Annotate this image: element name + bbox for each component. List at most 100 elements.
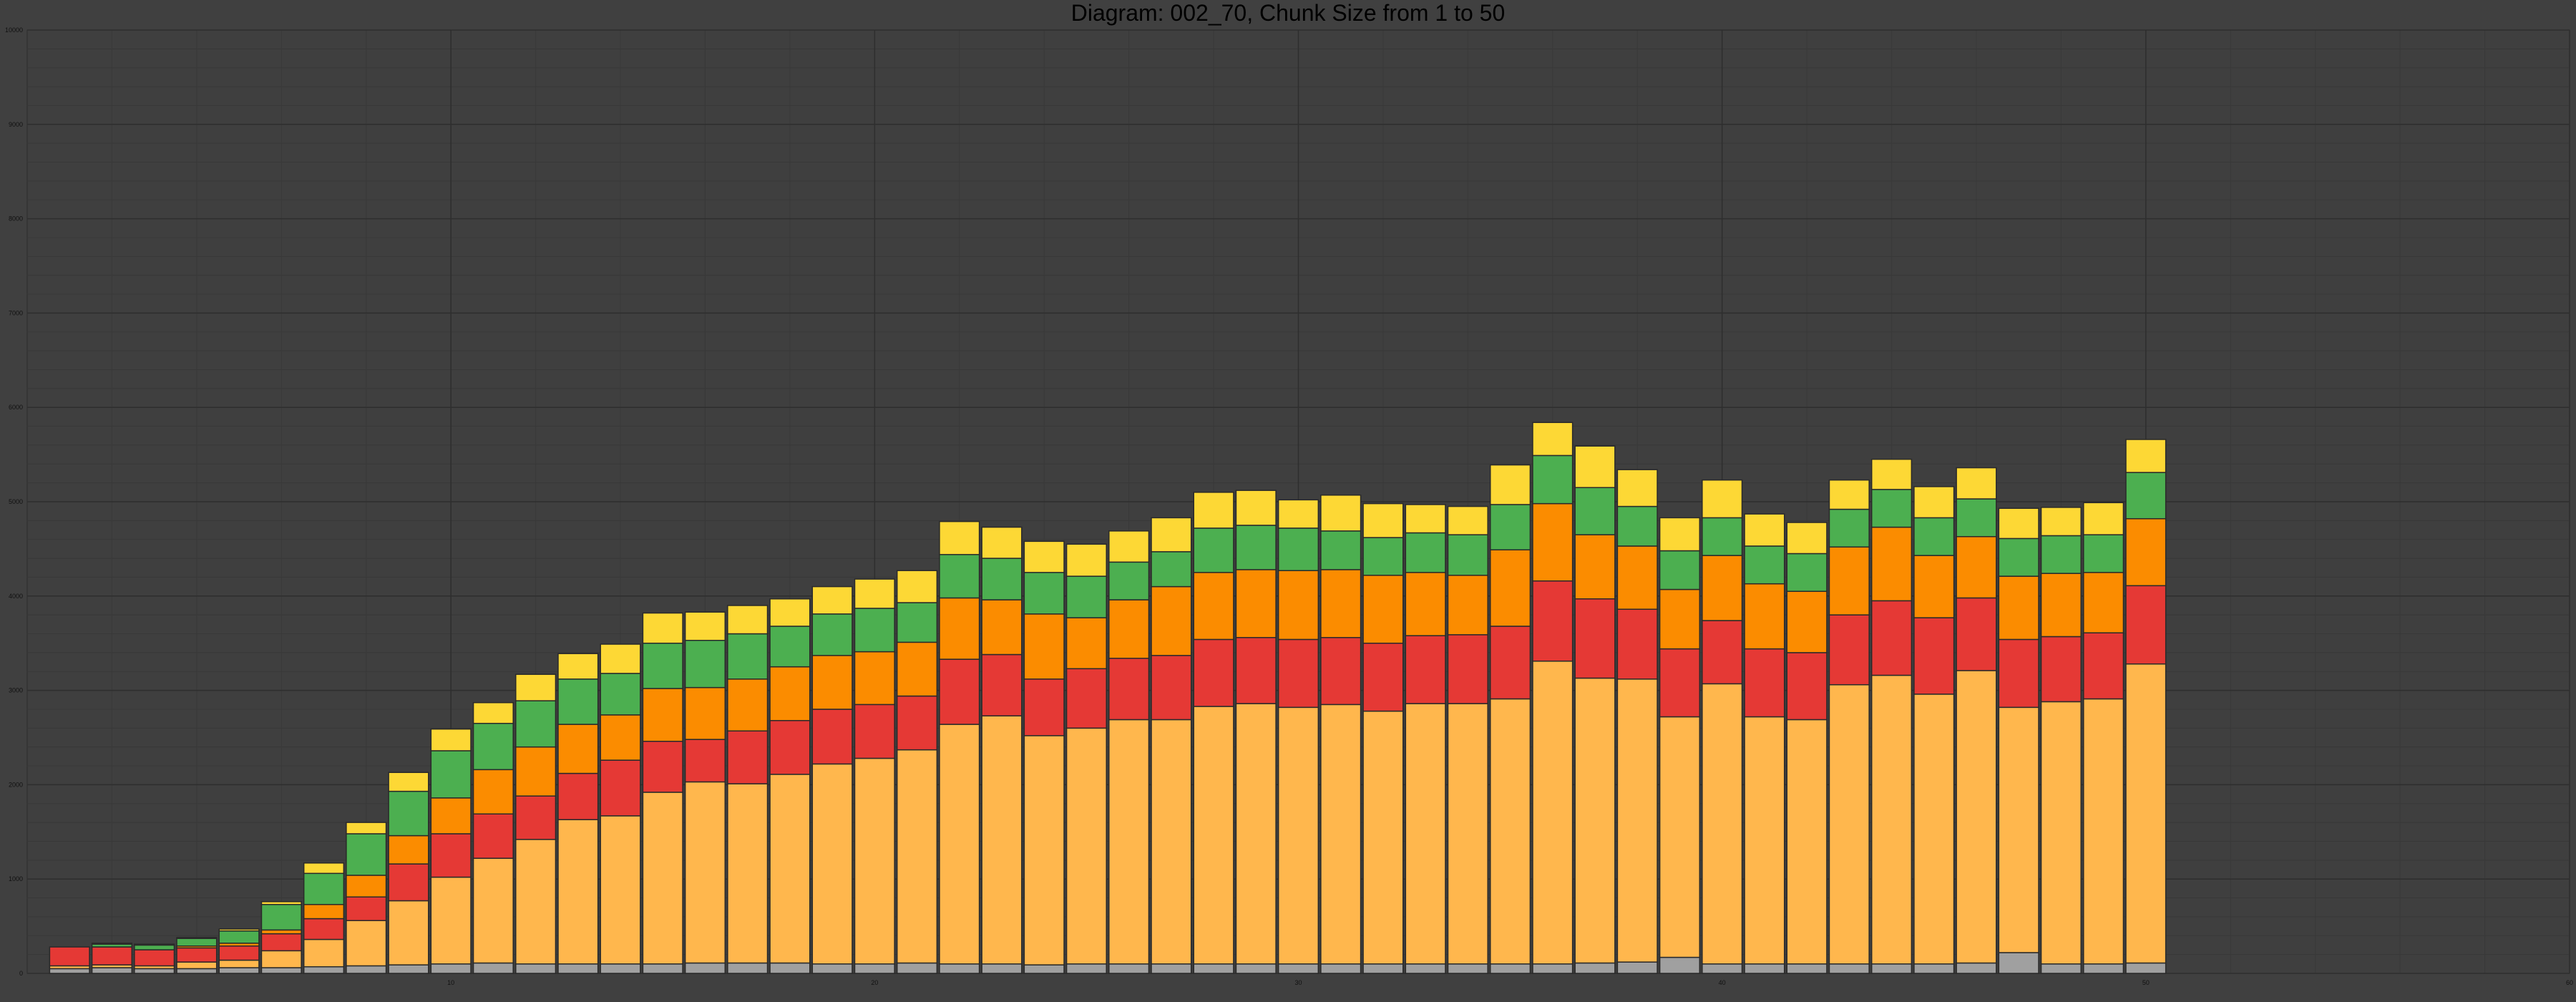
bar-segment bbox=[1023, 964, 1065, 974]
bar-segment bbox=[1574, 962, 1616, 974]
bar-segment bbox=[2125, 517, 2167, 587]
bar-segment bbox=[1023, 735, 1065, 965]
bar-segment bbox=[684, 611, 726, 641]
bar-segment bbox=[1490, 549, 1531, 627]
bar-segment bbox=[1786, 719, 1828, 965]
bar-segment bbox=[1532, 454, 1574, 505]
bar-segment bbox=[1320, 569, 1362, 638]
bar-segment bbox=[1362, 642, 1404, 712]
bar-segment bbox=[1616, 961, 1658, 974]
bar-segment bbox=[1405, 703, 1446, 965]
bar-segment bbox=[981, 963, 1023, 974]
bar-segment bbox=[1023, 613, 1065, 680]
bar-segment bbox=[346, 833, 387, 876]
bar-segment bbox=[430, 963, 472, 974]
bar-segment bbox=[1447, 703, 1488, 965]
bar-segment bbox=[1956, 670, 1997, 964]
bar-segment bbox=[2040, 535, 2082, 574]
bar-segment bbox=[218, 945, 260, 961]
bar-segment bbox=[2083, 534, 2124, 573]
bar-segment bbox=[1998, 575, 2039, 641]
bar-segment bbox=[430, 728, 472, 752]
bar-segment bbox=[134, 968, 175, 974]
bar-segment bbox=[134, 943, 175, 946]
bar-segment bbox=[515, 839, 557, 965]
bar-segment bbox=[1193, 527, 1234, 573]
bar-segment bbox=[1023, 678, 1065, 736]
bar-segment bbox=[1151, 963, 1192, 974]
bar-segment bbox=[1913, 963, 1955, 974]
bar-segment bbox=[1574, 534, 1616, 600]
bar-segment bbox=[939, 520, 980, 555]
bar-segment bbox=[1151, 655, 1192, 721]
bar-segment bbox=[981, 715, 1023, 965]
bar-segment bbox=[939, 658, 980, 725]
bar-segment bbox=[1065, 543, 1107, 577]
bar-segment bbox=[1490, 963, 1531, 974]
bar-segment bbox=[1151, 551, 1192, 588]
bar-segment bbox=[1405, 572, 1446, 636]
bar-segment bbox=[260, 929, 302, 935]
bar-segment bbox=[2125, 472, 2167, 520]
bar-segment bbox=[2083, 698, 2124, 965]
bar-segment bbox=[600, 714, 641, 761]
bar-segment bbox=[2083, 963, 2124, 974]
bar-segment bbox=[1320, 963, 1362, 974]
bar-segment bbox=[642, 688, 683, 742]
bar-segment bbox=[1616, 545, 1658, 611]
bar-segment bbox=[1108, 658, 1150, 721]
bar-segment bbox=[134, 949, 175, 967]
bar-segment bbox=[430, 833, 472, 878]
bar-segment bbox=[1108, 530, 1150, 563]
bar-segment bbox=[1532, 660, 1574, 965]
y-tick-label: 8000 bbox=[9, 215, 23, 223]
y-tick-label: 3000 bbox=[9, 687, 23, 694]
bar-segment bbox=[854, 608, 895, 653]
bar-segment bbox=[896, 749, 938, 964]
bar-segment bbox=[1744, 545, 1785, 585]
y-tick-label: 1000 bbox=[9, 875, 23, 882]
bar-segment bbox=[684, 962, 726, 974]
bar-segment bbox=[388, 863, 429, 902]
bar-segment bbox=[1828, 508, 1870, 548]
bar-segment bbox=[2083, 572, 2124, 633]
bar-segment bbox=[176, 947, 218, 963]
bar-segment bbox=[1744, 963, 1785, 974]
bar-segment bbox=[303, 918, 345, 940]
bar-segment bbox=[2125, 663, 2167, 964]
bar-segment bbox=[472, 769, 514, 815]
bar-segment bbox=[896, 641, 938, 697]
bar-segment bbox=[854, 704, 895, 759]
bar-segment bbox=[1023, 540, 1065, 573]
bar-segment bbox=[1956, 536, 1997, 599]
bar-segment bbox=[1277, 706, 1319, 965]
bar-segment bbox=[2040, 636, 2082, 703]
x-tick-label: 30 bbox=[1294, 979, 1302, 986]
bar-segment bbox=[1956, 498, 1997, 538]
bar-segment bbox=[1447, 575, 1488, 636]
bar-segment bbox=[303, 904, 345, 920]
bar-segment bbox=[91, 946, 133, 965]
bar-segment bbox=[2040, 573, 2082, 638]
y-axis-ticks: 0 1000 2000 3000 4000 5000 6000 7000 8000 9000 100… bbox=[5, 26, 23, 977]
bar-segment bbox=[557, 819, 599, 965]
bar-segment bbox=[642, 612, 683, 644]
bar-segment bbox=[600, 759, 641, 817]
bar-segment bbox=[1447, 634, 1488, 704]
bar-segment bbox=[49, 946, 90, 967]
bar-segment bbox=[176, 938, 218, 947]
bar-segment bbox=[303, 862, 345, 875]
bar-segment bbox=[854, 757, 895, 965]
bar-segment bbox=[1065, 668, 1107, 729]
bar-segment bbox=[1744, 648, 1785, 718]
bar-segment bbox=[684, 781, 726, 964]
bar-segment bbox=[1065, 963, 1107, 974]
bar-segment bbox=[557, 678, 599, 725]
bar-segment bbox=[684, 639, 726, 689]
bar-segment bbox=[472, 701, 514, 724]
bar-segment bbox=[1151, 517, 1192, 553]
bar-segment bbox=[1574, 487, 1616, 535]
bar-segment bbox=[1828, 963, 1870, 974]
bar-segment bbox=[1786, 963, 1828, 974]
bar-segment bbox=[1786, 590, 1828, 653]
